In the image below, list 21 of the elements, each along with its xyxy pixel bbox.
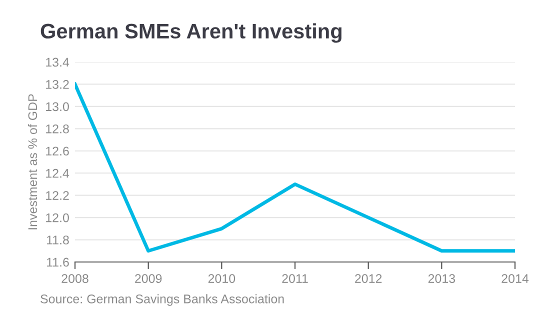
chart-title: German SMEs Aren't Investing	[40, 23, 342, 43]
y-tick-label: 13.4	[46, 58, 70, 67]
x-tick-label: 2009	[135, 274, 162, 283]
y-axis-title: Investment as % of GDP	[28, 94, 38, 230]
x-tick-label: 2010	[208, 274, 236, 283]
x-tick-label: 2014	[502, 274, 529, 283]
y-tick-label: 13.2	[46, 80, 69, 89]
x-tick-label: 2011	[282, 274, 308, 283]
source-note: Source: German Savings Banks Association	[40, 294, 284, 306]
line-series	[75, 82, 515, 253]
y-tick-label: 11.8	[46, 236, 69, 244]
x-tick-label: 2013	[428, 274, 456, 283]
y-tick-label: 12.4	[46, 168, 70, 178]
y-tick-label: 12.6	[46, 146, 69, 156]
y-tick-label: 12.0	[46, 213, 69, 222]
y-tick-label: 12.8	[46, 124, 69, 134]
x-tick-label: 2008	[62, 274, 88, 283]
y-tick-label: 12.2	[46, 191, 69, 200]
x-tick-label: 2012	[355, 274, 382, 283]
y-tick-label: 13.0	[46, 102, 69, 112]
y-tick-label: 11.6	[46, 258, 69, 267]
